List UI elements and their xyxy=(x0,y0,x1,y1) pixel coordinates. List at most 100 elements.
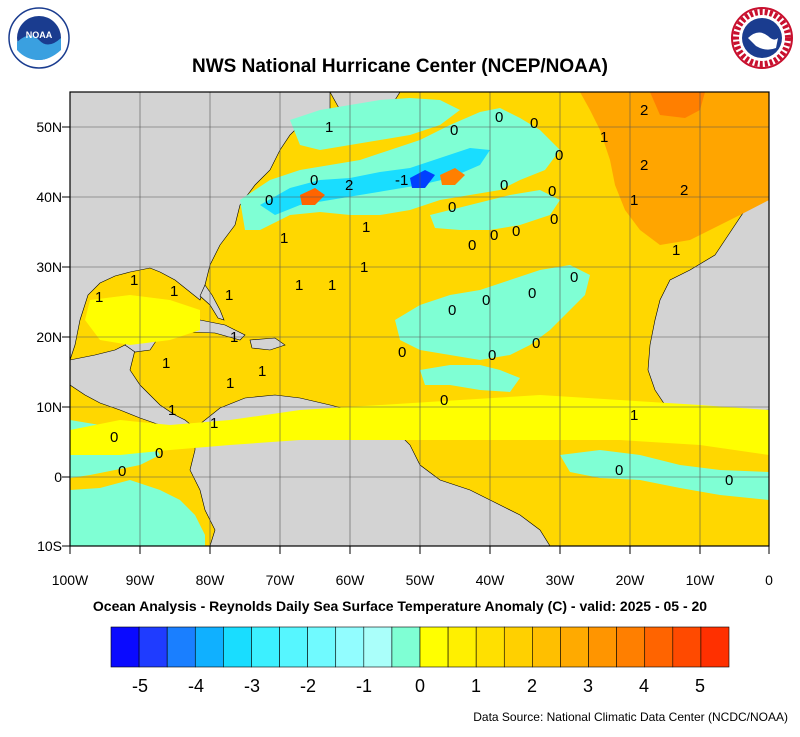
colorbar-swatch xyxy=(391,626,421,668)
colorbar-tick: -4 xyxy=(187,676,204,696)
colorbar-tick: -2 xyxy=(299,676,316,696)
colorbar-swatch xyxy=(532,626,561,668)
contour-label: 0 xyxy=(530,115,538,132)
lon-label: 100W xyxy=(51,572,89,588)
contour-label: 0 xyxy=(448,302,456,319)
noaa-logo-text: NOAA xyxy=(26,30,53,40)
contour-label: 0 xyxy=(265,192,273,209)
contour-label: 2 xyxy=(680,182,688,199)
contour-labels: 0 0 0 0 0 0 0 0 0 0 0 0 0 0 0 0 0 0 0 0 … xyxy=(95,102,733,489)
contour-label: 1 xyxy=(162,355,170,372)
contour-label: 1 xyxy=(95,289,103,306)
colorbar-tick: 1 xyxy=(470,676,481,696)
colorbar-tick: 2 xyxy=(526,676,537,696)
axis-ticks xyxy=(62,126,770,554)
colorbar-swatch xyxy=(251,626,280,668)
contour-label: 0 xyxy=(495,109,503,126)
anomaly-zero-band xyxy=(70,395,769,455)
lat-label: 10S xyxy=(37,538,62,554)
contour-label: 0 xyxy=(440,392,448,409)
contour-label: 2 xyxy=(640,102,648,119)
colorbar-swatch xyxy=(138,626,168,668)
colorbar-swatch xyxy=(110,626,140,668)
anomaly-cool-tropical xyxy=(420,365,520,392)
contour-label: 1 xyxy=(328,277,336,294)
anomaly-zero-band-2 xyxy=(85,295,200,345)
colorbar-swatch xyxy=(672,626,702,668)
contour-label: 0 xyxy=(528,285,536,302)
colorbar-tick: 3 xyxy=(582,676,593,696)
graticule xyxy=(70,92,769,546)
colorbar-swatch xyxy=(644,626,674,668)
lon-label: 70W xyxy=(265,572,295,588)
contour-label: 0 xyxy=(548,183,556,200)
colorbar-tick: 0 xyxy=(414,676,425,696)
colorbar-swatch xyxy=(700,626,730,668)
lat-label: 40N xyxy=(36,189,62,205)
lon-label: 10W xyxy=(685,572,715,588)
colorbar-swatch xyxy=(419,626,449,668)
contour-label: 1 xyxy=(325,119,333,136)
colorbar-tick: 5 xyxy=(694,676,705,696)
contour-label: 1 xyxy=(630,192,638,209)
colorbar-tick: -5 xyxy=(131,676,148,696)
colorbar-tick: -1 xyxy=(355,676,372,696)
colorbar-swatch xyxy=(616,626,646,668)
contour-label: 1 xyxy=(130,272,138,289)
contour-label: 0 xyxy=(532,335,540,352)
anomaly-cool-labrador xyxy=(290,98,460,150)
colorbar-swatch xyxy=(588,626,617,668)
contour-label: 0 xyxy=(450,122,458,139)
lon-label: 40W xyxy=(475,572,505,588)
colorbar-swatch xyxy=(475,626,505,668)
colorbar-swatch xyxy=(223,626,252,668)
colorbar-swatch xyxy=(194,626,224,668)
color-scale-bar xyxy=(110,626,730,668)
anomaly-cool-pacific-south xyxy=(70,480,205,546)
colorbar-swatch xyxy=(503,626,533,668)
colorbar-swatch xyxy=(447,626,477,668)
noaa-logo: NOAA xyxy=(8,7,70,69)
contour-label: 0 xyxy=(570,269,578,286)
land-florida xyxy=(199,284,225,321)
colorbar-swatch xyxy=(335,626,365,668)
contour-label: 2 xyxy=(640,157,648,174)
anomaly-warm-northeast xyxy=(580,92,769,245)
contour-label: 0 xyxy=(725,472,733,489)
contour-label: 0 xyxy=(155,445,163,462)
lat-label: 50N xyxy=(36,119,62,135)
contour-label: 1 xyxy=(170,283,178,300)
anomaly-cool-subtropical xyxy=(395,265,590,360)
anomaly-warm-core-2 xyxy=(440,168,465,185)
lat-label: 20N xyxy=(36,329,62,345)
contour-label: -1 xyxy=(395,172,408,189)
lon-label: 60W xyxy=(335,572,365,588)
contour-label: 1 xyxy=(225,287,233,304)
lat-label: 0 xyxy=(54,469,62,485)
contour-label: 1 xyxy=(226,375,234,392)
colorbar-tick: -3 xyxy=(243,676,260,696)
nws-logo xyxy=(731,7,793,69)
contour-label: 1 xyxy=(295,277,303,294)
colorbar-swatch xyxy=(279,626,308,668)
lon-label: 30W xyxy=(545,572,575,588)
contour-label: 0 xyxy=(398,344,406,361)
colorbar-swatch xyxy=(560,626,589,668)
map-subtitle: Ocean Analysis - Reynolds Daily Sea Surf… xyxy=(92,598,708,614)
contour-label: 0 xyxy=(118,463,126,480)
lon-label: 20W xyxy=(615,572,645,588)
contour-label: 1 xyxy=(672,242,680,259)
colorbar-swatch xyxy=(363,626,393,668)
anomaly-warm-northeast-core xyxy=(650,92,705,118)
colorbar-swatch xyxy=(307,626,337,668)
contour-label: 1 xyxy=(168,402,176,419)
contour-label: 1 xyxy=(600,129,608,146)
lon-label: 80W xyxy=(195,572,225,588)
contour-label: 1 xyxy=(362,219,370,236)
contour-label: 1 xyxy=(230,329,238,346)
contour-label: 1 xyxy=(210,415,218,432)
land-hispaniola xyxy=(249,337,286,351)
lon-label: 0 xyxy=(765,572,773,588)
contour-label: 0 xyxy=(512,223,520,240)
